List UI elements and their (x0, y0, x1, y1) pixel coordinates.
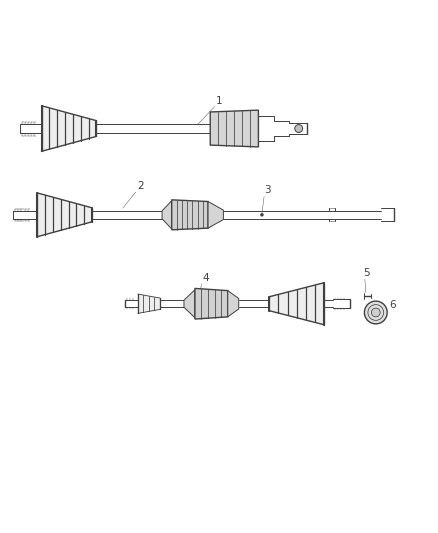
Text: 2: 2 (137, 181, 144, 191)
Circle shape (364, 301, 387, 324)
Text: 4: 4 (203, 273, 209, 282)
Polygon shape (138, 294, 160, 313)
Text: 6: 6 (389, 300, 396, 310)
Polygon shape (184, 290, 195, 318)
Text: 1: 1 (216, 96, 223, 106)
Polygon shape (228, 290, 239, 317)
Text: 5: 5 (364, 268, 370, 278)
Polygon shape (42, 106, 96, 151)
Text: 3: 3 (264, 185, 271, 195)
Circle shape (371, 308, 380, 317)
Circle shape (260, 213, 264, 216)
Polygon shape (162, 200, 172, 229)
Polygon shape (172, 200, 208, 230)
Polygon shape (208, 201, 223, 228)
Polygon shape (269, 282, 324, 325)
Polygon shape (210, 110, 258, 147)
Circle shape (295, 125, 303, 133)
Polygon shape (37, 193, 92, 237)
Polygon shape (195, 288, 228, 319)
